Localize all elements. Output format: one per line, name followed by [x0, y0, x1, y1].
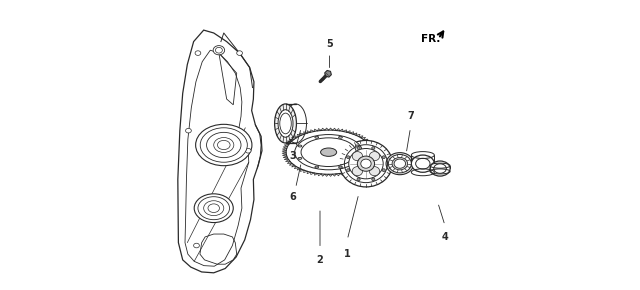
Ellipse shape [315, 166, 319, 168]
Ellipse shape [434, 164, 446, 173]
Ellipse shape [245, 148, 251, 153]
Ellipse shape [394, 159, 406, 168]
Ellipse shape [355, 145, 359, 147]
Text: 3: 3 [289, 151, 296, 162]
Text: 6: 6 [289, 192, 296, 202]
Ellipse shape [284, 129, 373, 175]
Ellipse shape [430, 161, 450, 176]
Ellipse shape [415, 158, 430, 169]
Ellipse shape [298, 145, 302, 147]
Ellipse shape [275, 104, 296, 143]
Ellipse shape [386, 153, 413, 175]
Polygon shape [324, 70, 332, 77]
Ellipse shape [194, 194, 233, 222]
Ellipse shape [369, 152, 380, 161]
Ellipse shape [198, 197, 230, 220]
Ellipse shape [207, 132, 241, 158]
Ellipse shape [352, 152, 363, 161]
Ellipse shape [392, 157, 408, 170]
Ellipse shape [412, 155, 435, 172]
Ellipse shape [352, 167, 363, 176]
Ellipse shape [295, 135, 362, 170]
Ellipse shape [196, 124, 252, 166]
Ellipse shape [278, 110, 293, 137]
Ellipse shape [349, 148, 383, 179]
Ellipse shape [298, 157, 302, 159]
Ellipse shape [388, 155, 412, 173]
Ellipse shape [213, 46, 225, 55]
Text: 7: 7 [407, 111, 414, 121]
Ellipse shape [216, 47, 222, 53]
Ellipse shape [347, 156, 349, 159]
Ellipse shape [339, 166, 342, 168]
Polygon shape [178, 30, 262, 273]
Ellipse shape [357, 178, 360, 181]
Ellipse shape [339, 136, 342, 138]
Ellipse shape [372, 178, 375, 181]
Ellipse shape [301, 138, 356, 166]
Text: 2: 2 [317, 255, 323, 265]
Ellipse shape [195, 51, 201, 55]
Ellipse shape [315, 136, 319, 138]
Text: 5: 5 [326, 39, 333, 50]
Ellipse shape [347, 169, 349, 172]
Ellipse shape [372, 147, 375, 149]
Ellipse shape [361, 159, 371, 168]
Ellipse shape [357, 156, 374, 171]
Ellipse shape [200, 128, 247, 162]
Text: FR.: FR. [421, 34, 440, 44]
Text: 1: 1 [344, 249, 351, 259]
Ellipse shape [355, 157, 359, 159]
Ellipse shape [369, 167, 380, 176]
Ellipse shape [357, 147, 360, 149]
Text: 4: 4 [442, 232, 448, 242]
Ellipse shape [237, 51, 243, 55]
Ellipse shape [321, 148, 337, 156]
Ellipse shape [194, 243, 200, 248]
Ellipse shape [186, 128, 191, 133]
Ellipse shape [382, 156, 385, 159]
Ellipse shape [280, 113, 291, 134]
Ellipse shape [382, 169, 385, 172]
Ellipse shape [340, 140, 392, 187]
